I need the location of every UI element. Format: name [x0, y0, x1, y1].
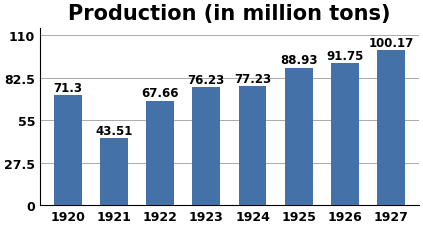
Text: 76.23: 76.23 [188, 74, 225, 87]
Text: 88.93: 88.93 [280, 54, 318, 67]
Bar [377, 51, 405, 205]
Text: 43.51: 43.51 [95, 124, 133, 137]
Title: Production (in million tons): Production (in million tons) [68, 4, 391, 24]
Bar [285, 68, 313, 205]
Bar [192, 88, 220, 205]
Text: 67.66: 67.66 [141, 87, 179, 100]
Text: 71.3: 71.3 [53, 81, 82, 94]
Text: 77.23: 77.23 [234, 72, 271, 85]
Text: 91.75: 91.75 [326, 50, 364, 63]
Bar [100, 138, 128, 205]
Bar [239, 86, 266, 205]
Bar [54, 96, 82, 205]
Bar [331, 64, 359, 205]
Bar [146, 101, 174, 205]
Text: 100.17: 100.17 [368, 37, 414, 50]
